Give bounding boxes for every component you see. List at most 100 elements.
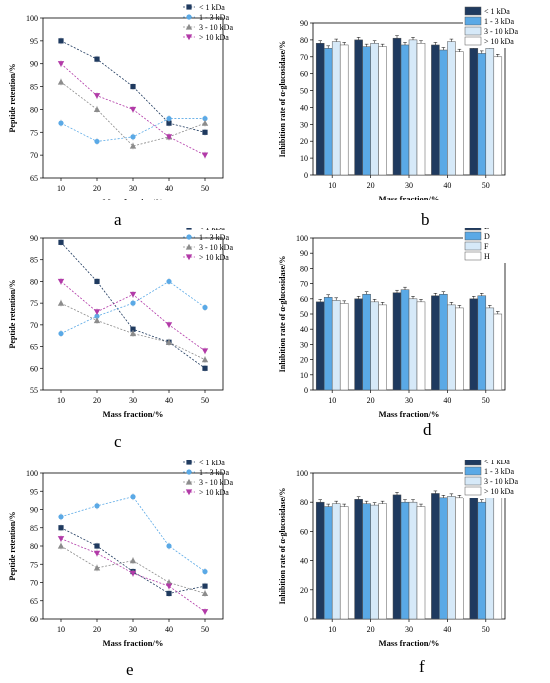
x-tick-label: 40 [165,184,173,193]
x-tick-label: 20 [93,184,101,193]
legend-swatch [464,460,482,466]
series-0 [58,37,208,136]
bar [378,46,387,176]
legend-label: 1 - 3 kDa [199,233,229,242]
y-tick-label: 30 [300,340,308,349]
data-point [129,570,137,577]
data-point [202,583,208,589]
x-axis-label: Mass fraction/% [379,638,440,648]
series-3 [57,60,209,159]
y-tick-label: 60 [300,295,308,304]
legend-label: 3 - 10 kDa [199,23,233,32]
data-point [202,304,208,311]
legend-marker [185,243,193,250]
x-tick-label: 10 [328,396,336,405]
bar [400,501,410,620]
series-3 [57,535,209,616]
data-point [129,106,137,113]
legend-label: B [484,228,489,231]
legend-marker [186,234,192,240]
x-tick-label: 10 [57,625,65,634]
y-axis-label: Peptide retention/% [8,280,17,349]
data-point [166,115,172,122]
y-tick-label: 95 [30,487,38,496]
data-point [166,543,172,549]
x-tick-label: 20 [367,396,375,405]
y-tick-label: 75 [30,560,38,569]
x-tick-label: 50 [201,184,209,193]
bar [493,56,503,176]
y-tick-label: 20 [300,137,308,146]
legend-label: 3 - 10 kDa [199,243,233,252]
y-tick-label: 80 [30,105,38,114]
y-tick-label: 80 [30,277,38,286]
panel-letter-d: d [423,420,432,439]
x-tick-label: 20 [367,181,375,190]
y-tick-label: 70 [30,321,38,330]
bar [331,300,341,391]
legend-label: < 1 kDa [199,3,225,12]
series-line [60,545,206,594]
bar [455,307,464,391]
y-tick-label: 60 [300,527,308,536]
bar [416,506,426,620]
y-axis-label: Peptide retention/% [8,64,17,133]
chart-d: 0 10 20 30 40 50 60 70 80 90 100 Mass fraction/% Inh… [278,228,509,419]
legend-swatch [464,486,482,496]
plot-frame [42,17,224,179]
y-axis-label: Inhibition rate of α-glucosidase/% [278,256,287,373]
bar [370,301,379,391]
data-point [129,142,137,149]
legend-label: H [484,252,490,261]
bar [439,293,448,391]
series-line [60,280,206,334]
data-point [57,278,65,285]
bar [323,48,333,176]
legend-swatch [464,26,482,36]
bar [354,499,363,620]
data-point [129,291,137,298]
legend-label: 1 - 3 kDa [199,13,229,22]
y-tick-label: 80 [300,36,308,45]
bar [447,304,456,391]
y-tick-label: 40 [300,557,308,566]
chart-e: 60 65 70 75 80 85 90 95 100 Mass fraction/% Peptid… [8,460,233,648]
y-tick-label: 85 [30,524,38,533]
legend-label: 1 - 3 kDa [199,468,229,477]
legend-label: 3 - 10 kDa [484,477,518,486]
y-tick-label: 90 [30,234,38,243]
legend-marker [185,478,193,485]
y-tick-label: 10 [300,154,308,163]
legend-label: 1 - 3 kDa [484,17,514,26]
bar [362,46,371,176]
legend-swatch [464,228,482,231]
x-tick-label: 50 [201,396,209,405]
y-tick-label: 90 [300,249,308,258]
plot-frame [42,237,224,391]
legend-swatch [464,466,482,476]
bar [439,49,448,176]
y-tick-label: 90 [300,19,308,28]
data-point [94,138,100,145]
y-tick-label: 0 [304,171,308,180]
data-point [165,322,173,329]
bar [339,303,349,391]
bar [477,501,487,620]
y-tick-label: 70 [30,579,38,588]
data-point [57,61,65,67]
bar [339,44,349,176]
y-tick-label: 40 [300,103,308,112]
y-tick-label: 55 [30,386,38,395]
bar [408,39,418,176]
chart-c: 55 60 65 70 75 80 85 90 Mass fraction/% Peptide r… [8,228,233,419]
bar [469,496,479,620]
bar [362,503,371,620]
legend-label: > 10 kDa [484,37,514,46]
bar [447,41,456,176]
legend-marker [185,23,193,30]
data-point [130,326,136,332]
y-tick-label: 100 [26,14,38,23]
y-tick-label: 70 [300,53,308,62]
x-tick-label: 40 [443,396,451,405]
bar [477,295,487,391]
